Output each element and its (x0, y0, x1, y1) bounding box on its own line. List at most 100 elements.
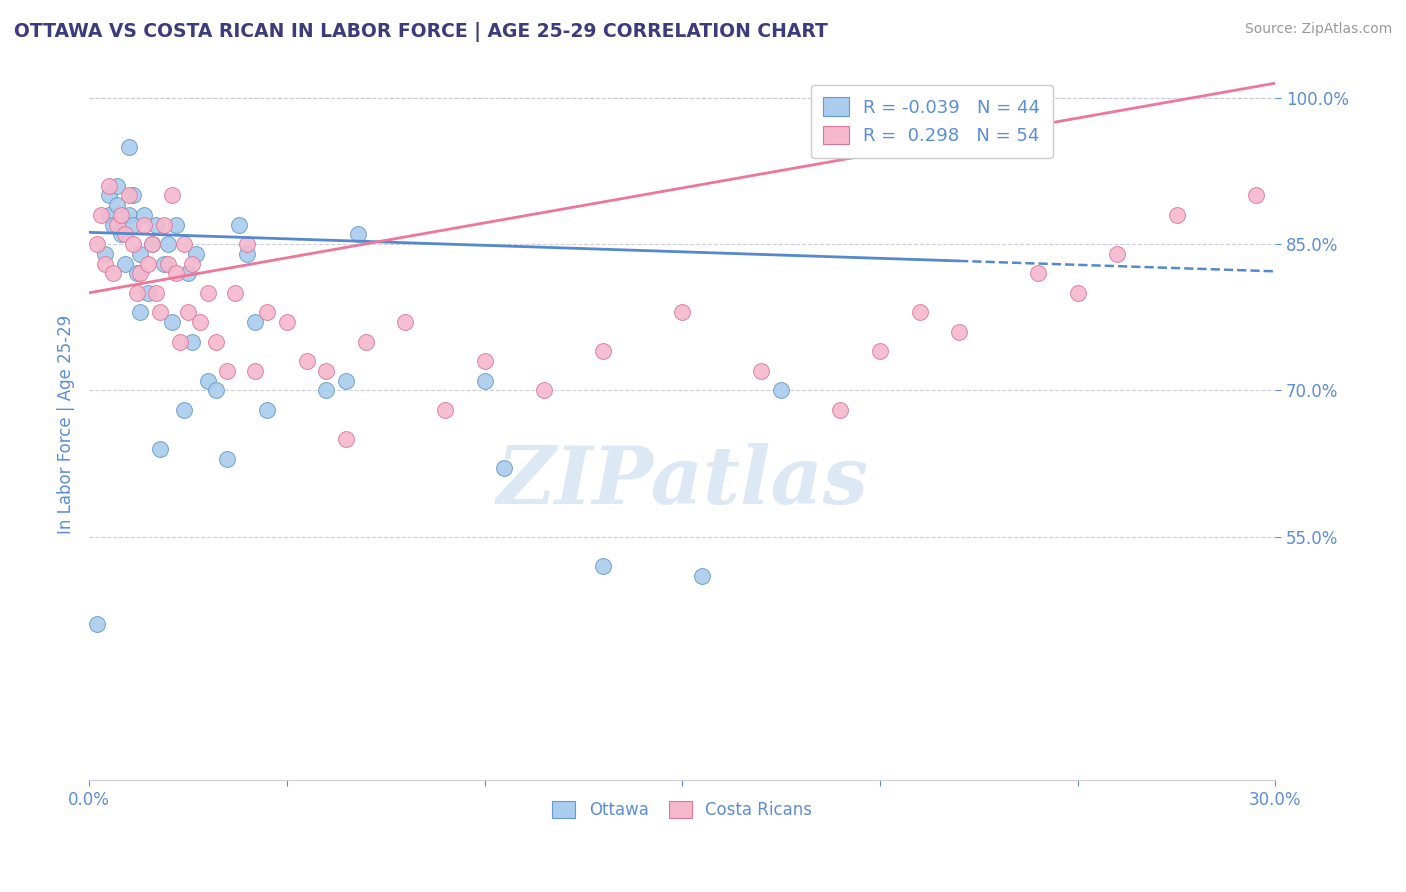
Point (197, 374, 219, 388)
Point (105, 178, 128, 193)
Point (217, 451, 239, 466)
Point (1066, 285, 1088, 300)
Point (217, 364, 239, 378)
Point (533, 384, 555, 398)
Point (94, 256, 117, 270)
Point (184, 247, 207, 261)
Point (177, 305, 200, 319)
Point (228, 218, 250, 232)
Point (90, 208, 112, 222)
Point (177, 266, 200, 280)
Point (315, 364, 337, 378)
Point (315, 384, 337, 398)
Point (105, 218, 128, 232)
Point (134, 218, 156, 232)
Point (908, 305, 931, 319)
Point (153, 218, 176, 232)
Point (160, 188, 183, 202)
Point (86, 237, 108, 252)
Point (173, 237, 195, 252)
Point (173, 402, 195, 417)
Point (948, 325, 970, 339)
Point (138, 256, 160, 270)
Y-axis label: In Labor Force | Age 25-29: In Labor Force | Age 25-29 (58, 315, 75, 534)
Point (188, 315, 211, 329)
Point (474, 354, 496, 368)
Point (1026, 266, 1049, 280)
Point (114, 256, 136, 270)
Point (153, 256, 176, 270)
Point (335, 432, 357, 446)
Point (157, 256, 180, 270)
Text: OTTAWA VS COSTA RICAN IN LABOR FORCE | AGE 25-29 CORRELATION CHART: OTTAWA VS COSTA RICAN IN LABOR FORCE | A… (14, 22, 828, 42)
Point (1107, 247, 1129, 261)
Text: ZIPatlas: ZIPatlas (496, 442, 869, 520)
Point (129, 305, 152, 319)
Point (165, 266, 187, 280)
Point (169, 334, 191, 349)
Point (97, 208, 120, 222)
Point (101, 218, 124, 232)
Point (125, 266, 148, 280)
Point (243, 364, 266, 378)
Point (671, 305, 693, 319)
Point (474, 374, 496, 388)
Point (749, 364, 772, 378)
Point (94, 247, 117, 261)
Point (157, 237, 180, 252)
Point (690, 568, 713, 582)
Point (134, 208, 156, 222)
Point (105, 198, 128, 212)
Point (236, 247, 259, 261)
Point (121, 218, 143, 232)
Point (149, 442, 172, 456)
Point (433, 402, 456, 417)
Point (256, 402, 278, 417)
Point (869, 344, 891, 359)
Point (117, 208, 139, 222)
Point (129, 247, 152, 261)
Point (117, 188, 139, 202)
Point (830, 402, 852, 417)
Point (129, 266, 152, 280)
Point (141, 237, 163, 252)
Point (110, 208, 132, 222)
Point (110, 227, 132, 242)
Point (295, 354, 318, 368)
Point (145, 218, 167, 232)
Point (347, 227, 370, 242)
Point (592, 344, 614, 359)
Point (117, 139, 139, 153)
Point (86, 617, 108, 632)
Point (592, 558, 614, 573)
Point (204, 384, 226, 398)
Point (243, 315, 266, 329)
Point (141, 237, 163, 252)
Text: Source: ZipAtlas.com: Source: ZipAtlas.com (1244, 22, 1392, 37)
Point (494, 461, 516, 475)
Point (180, 334, 202, 349)
Point (276, 315, 298, 329)
Point (138, 285, 160, 300)
Point (354, 334, 377, 349)
Point (335, 374, 357, 388)
Point (204, 334, 226, 349)
Point (1244, 188, 1267, 202)
Point (224, 285, 246, 300)
Point (101, 266, 124, 280)
Point (114, 227, 136, 242)
Point (165, 218, 187, 232)
Point (160, 315, 183, 329)
Point (125, 285, 148, 300)
Point (121, 188, 143, 202)
Point (770, 384, 793, 398)
Point (236, 237, 259, 252)
Point (180, 256, 202, 270)
Point (197, 285, 219, 300)
Point (149, 305, 172, 319)
Point (145, 285, 167, 300)
Legend: Ottawa, Costa Ricans: Ottawa, Costa Ricans (546, 794, 820, 825)
Point (121, 237, 143, 252)
Point (1166, 208, 1188, 222)
Point (394, 315, 416, 329)
